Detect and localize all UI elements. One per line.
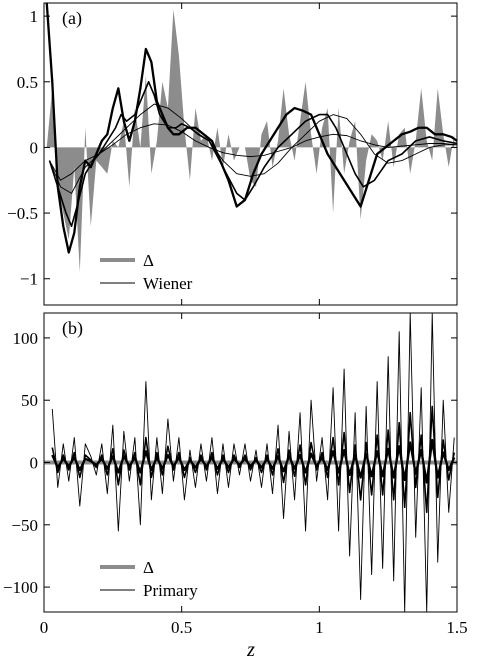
y-tick-label: −1	[20, 270, 38, 289]
y-tick-label: −100	[3, 578, 38, 597]
plot-area	[45, 3, 457, 273]
panel-label: (b)	[62, 318, 83, 339]
y-tick-label: 0	[30, 138, 39, 157]
delta-area	[46, 9, 455, 273]
plot-frame	[43, 2, 458, 306]
y-tick-label: 1	[30, 7, 39, 26]
series-line-wiener	[49, 123, 457, 181]
legend-label-wiener: Wiener	[143, 274, 193, 293]
legend-label-primary: Primary	[143, 581, 198, 600]
series-line-curve-2	[48, 80, 457, 228]
series-line-curve-3	[45, 3, 457, 254]
y-tick-label: 100	[13, 329, 39, 348]
series-line-curve-2	[51, 438, 456, 484]
x-tick-label: 1.5	[446, 618, 467, 637]
y-tick-label: −50	[11, 516, 38, 535]
legend-label-delta: Δ	[143, 558, 154, 577]
series-line-curve-1	[49, 103, 457, 194]
x-axis-label: z	[246, 639, 255, 661]
panel-b: 100 50 0 −50 −100 (b) Δ Primary	[3, 312, 458, 613]
y-tick-label: 0	[30, 454, 39, 473]
legend: Δ Primary	[100, 558, 198, 600]
y-tick-label: 0.5	[17, 73, 38, 92]
panel-label: (a)	[62, 8, 82, 29]
y-tick-label: 50	[21, 391, 38, 410]
legend-label-delta: Δ	[143, 251, 154, 270]
legend: Δ Wiener	[100, 251, 193, 293]
y-tick-label: −0.5	[7, 204, 38, 223]
x-tick-label: 0.5	[171, 618, 192, 637]
panel-a: 1 0.5 0 −0.5 −1 (a) Δ Wiener	[7, 2, 458, 306]
x-tick-label: 0	[40, 618, 49, 637]
plot-area	[44, 313, 457, 612]
x-tick-label: 1	[315, 618, 324, 637]
